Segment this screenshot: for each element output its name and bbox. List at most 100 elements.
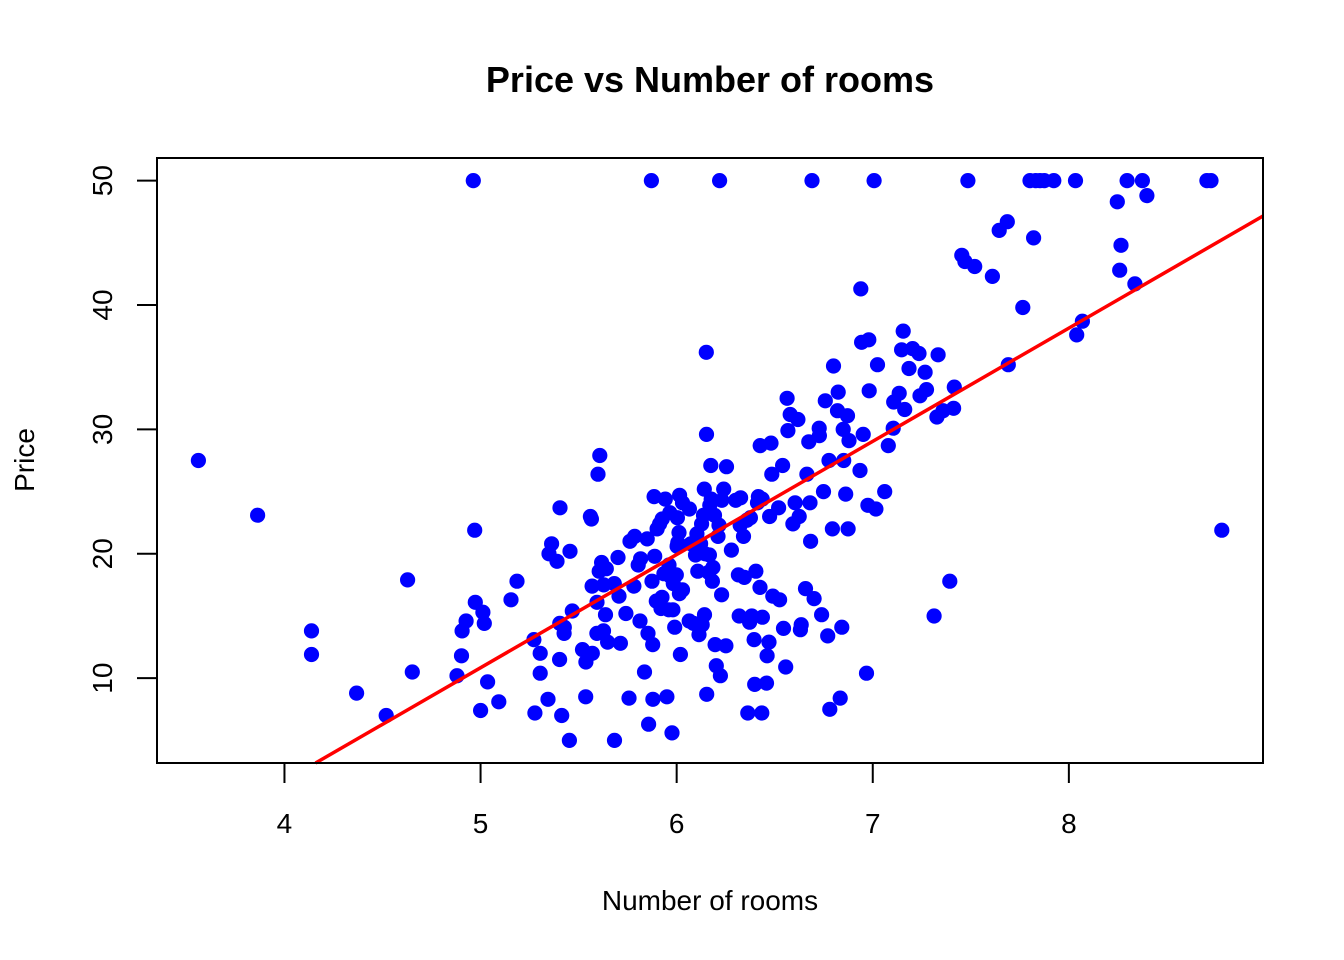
- data-point: [698, 344, 714, 360]
- data-point: [716, 481, 732, 497]
- data-point: [748, 563, 764, 579]
- data-point: [633, 551, 649, 567]
- plot-frame: [156, 157, 1264, 764]
- data-point: [858, 665, 875, 681]
- data-point: [592, 447, 608, 464]
- data-point: [869, 357, 886, 373]
- data-point: [763, 435, 779, 451]
- data-point: [775, 620, 792, 637]
- data-point: [930, 347, 946, 363]
- data-point: [250, 507, 266, 523]
- data-points: [190, 173, 1230, 749]
- data-point: [643, 173, 660, 189]
- data-point: [761, 634, 777, 650]
- data-point: [1134, 173, 1150, 189]
- data-point: [1113, 237, 1129, 253]
- data-point: [669, 510, 686, 526]
- data-point: [712, 668, 729, 684]
- data-point: [467, 522, 483, 538]
- data-point: [644, 573, 660, 589]
- data-point: [853, 281, 869, 297]
- data-point: [453, 648, 470, 664]
- data-point: [861, 332, 877, 348]
- data-point: [632, 613, 648, 629]
- data-point: [718, 459, 735, 475]
- data-point: [491, 694, 507, 710]
- x-tick-label: 7: [865, 808, 881, 839]
- data-point: [554, 707, 570, 724]
- data-point: [561, 732, 578, 749]
- data-point: [618, 605, 634, 622]
- y-axis-label: Price: [9, 428, 40, 492]
- y-tick-label: 30: [87, 414, 118, 445]
- data-point: [926, 608, 942, 624]
- data-point: [797, 581, 814, 597]
- data-point: [714, 587, 730, 603]
- data-point: [400, 572, 416, 588]
- data-point: [667, 619, 683, 635]
- data-point: [911, 345, 927, 362]
- data-point: [759, 648, 775, 664]
- data-point: [754, 705, 770, 721]
- chart-title: Price vs Number of rooms: [486, 59, 934, 100]
- data-point: [639, 531, 655, 547]
- data-point: [1119, 173, 1135, 189]
- data-point: [611, 588, 627, 604]
- data-point: [778, 659, 794, 675]
- data-point: [771, 500, 787, 516]
- y-tick-label: 40: [87, 289, 118, 320]
- data-point: [946, 400, 962, 416]
- data-point: [600, 634, 616, 650]
- data-point: [967, 258, 983, 275]
- data-point: [895, 323, 911, 339]
- data-point: [703, 457, 719, 474]
- x-tick-label: 6: [669, 808, 685, 839]
- x-tick-label: 4: [277, 808, 293, 839]
- data-point: [754, 609, 771, 625]
- data-point: [503, 592, 519, 608]
- data-point: [672, 646, 689, 663]
- data-point: [891, 385, 907, 401]
- data-point: [747, 676, 763, 693]
- data-point: [473, 702, 489, 719]
- data-point: [838, 486, 854, 502]
- data-point: [540, 691, 556, 707]
- data-point: [659, 689, 675, 705]
- data-point: [803, 533, 819, 549]
- data-point: [606, 732, 623, 749]
- data-point: [699, 686, 715, 702]
- regression-line: [314, 214, 1264, 765]
- data-point: [822, 701, 838, 717]
- y-tick-label: 20: [87, 538, 118, 569]
- data-point: [736, 569, 752, 586]
- data-point: [802, 495, 818, 511]
- data-point: [190, 452, 206, 469]
- data-point: [1015, 299, 1031, 316]
- data-point: [303, 646, 320, 663]
- data-point: [698, 426, 715, 442]
- data-point: [598, 561, 614, 577]
- data-point: [820, 628, 836, 644]
- data-point: [723, 542, 740, 558]
- y-axis: 10 20 30 40 50: [87, 165, 158, 694]
- data-point: [664, 725, 680, 741]
- data-point: [718, 638, 734, 654]
- data-point: [532, 665, 548, 681]
- data-point: [590, 466, 606, 482]
- data-point: [960, 173, 976, 189]
- data-point: [584, 645, 600, 661]
- data-point: [868, 501, 884, 517]
- data-point: [583, 511, 600, 527]
- data-point: [752, 579, 768, 596]
- data-point: [775, 457, 791, 474]
- data-point: [303, 623, 320, 639]
- data-point: [564, 603, 580, 619]
- data-point: [1112, 262, 1128, 278]
- data-point: [793, 617, 809, 633]
- data-point: [840, 521, 856, 537]
- data-point: [877, 484, 893, 500]
- data-point: [404, 664, 420, 680]
- data-point: [480, 674, 496, 690]
- data-point: [825, 358, 842, 374]
- data-point: [532, 645, 548, 661]
